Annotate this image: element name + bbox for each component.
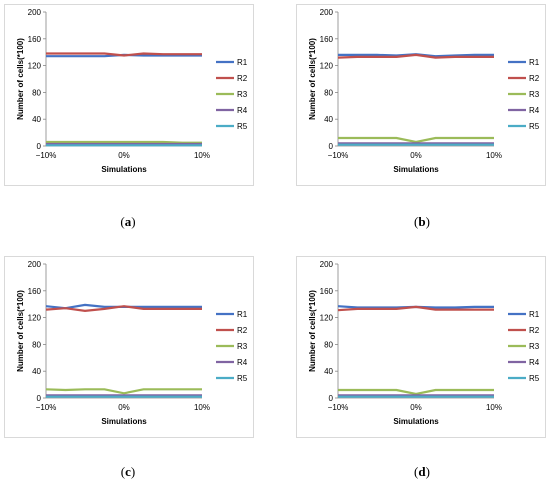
y-tick-label: 200: [28, 260, 42, 269]
legend-label-r2: R2: [237, 74, 248, 83]
chart-panel-a: 0 40 80 120 160 200 −10% 0% 10% Simulations Number…: [0, 0, 258, 190]
legend-label-r1: R1: [237, 58, 248, 67]
x-tick-label: 10%: [194, 151, 210, 160]
x-tick-label: 0%: [410, 151, 422, 160]
line-chart-b: 0 40 80 120 160 200 −10% 0% 10% Simulations Number…: [296, 4, 546, 186]
x-tick-label: 10%: [486, 151, 502, 160]
legend-label-r3: R3: [237, 342, 248, 351]
legend-label-r2: R2: [237, 326, 248, 335]
y-tick-label: 200: [320, 8, 334, 17]
caption-c: (c): [120, 464, 136, 479]
legend-label-r5: R5: [529, 374, 540, 383]
legend-label-r1: R1: [237, 310, 248, 319]
y-axis-title: Number of cells(*100): [308, 38, 317, 120]
y-tick-label: 80: [32, 88, 41, 97]
series-line-r3: [46, 140, 202, 144]
y-tick-label: 160: [28, 287, 42, 296]
y-axis-title: Number of cells(*100): [308, 290, 317, 372]
y-tick-label: 0: [37, 142, 42, 151]
chart-panel-c: 0 40 80 120 160 200 −10% 0% 10% Simulations Number…: [0, 252, 258, 442]
x-tick-label: 0%: [118, 151, 130, 160]
legend-label-r3: R3: [529, 90, 540, 99]
chart-panel-b: 0 40 80 120 160 200 −10% 0% 10% Simulations Number…: [292, 0, 550, 190]
y-tick-label: 80: [324, 88, 333, 97]
legend-label-r4: R4: [237, 106, 248, 115]
legend-label-r4: R4: [237, 358, 248, 367]
series-line-r3: [45, 388, 202, 395]
chart-panel-d: 0 40 80 120 160 200 −10% 0% 10% Simulations Number…: [292, 252, 550, 442]
x-tick-label: 10%: [486, 403, 502, 412]
legend-label-r2: R2: [529, 74, 540, 83]
y-tick-label: 0: [37, 394, 42, 403]
x-axis-title: Simulations: [393, 165, 439, 174]
series-line-r3: [338, 388, 494, 396]
y-tick-label: 80: [324, 340, 333, 349]
legend-label-r5: R5: [237, 374, 248, 383]
series-line-r2: [337, 305, 494, 312]
y-tick-label: 120: [320, 62, 334, 71]
series-line-r2: [46, 52, 202, 57]
caption-d: (d): [414, 464, 430, 479]
x-tick-label: −10%: [36, 403, 57, 412]
y-tick-label: 40: [32, 367, 41, 376]
y-tick-label: 160: [320, 287, 334, 296]
caption-a: (a): [120, 214, 136, 229]
y-tick-label: 0: [329, 394, 334, 403]
x-axis-title: Simulations: [101, 165, 147, 174]
legend-label-r3: R3: [529, 342, 540, 351]
y-tick-label: 80: [32, 340, 41, 349]
y-tick-label: 120: [320, 314, 334, 323]
x-tick-label: −10%: [36, 151, 57, 160]
legend-label-r5: R5: [529, 122, 540, 131]
series-line-r2: [337, 53, 494, 59]
y-tick-label: 200: [320, 260, 334, 269]
y-tick-label: 0: [329, 142, 334, 151]
x-tick-label: 0%: [118, 403, 130, 412]
x-tick-label: 0%: [410, 403, 422, 412]
caption-b: (b): [414, 214, 430, 229]
y-tick-label: 160: [28, 35, 42, 44]
y-tick-label: 40: [32, 115, 41, 124]
line-chart-a: 0 40 80 120 160 200 −10% 0% 10% Simulations Number…: [4, 4, 254, 186]
y-tick-label: 40: [324, 367, 333, 376]
x-tick-label: 10%: [194, 403, 210, 412]
series-line-r2: [45, 305, 202, 313]
y-axis-title: Number of cells(*100): [16, 38, 25, 120]
y-tick-label: 120: [28, 314, 42, 323]
x-tick-label: −10%: [328, 403, 349, 412]
y-tick-label: 120: [28, 62, 42, 71]
y-tick-label: 200: [28, 8, 42, 17]
x-axis-title: Simulations: [101, 417, 147, 426]
y-tick-label: 40: [324, 115, 333, 124]
y-tick-label: 160: [320, 35, 334, 44]
legend-label-r4: R4: [529, 106, 540, 115]
x-axis-title: Simulations: [393, 417, 439, 426]
x-tick-label: −10%: [328, 151, 349, 160]
legend-label-r1: R1: [529, 58, 540, 67]
series-line-r3: [338, 136, 494, 144]
legend-label-r1: R1: [529, 310, 540, 319]
legend-label-r5: R5: [237, 122, 248, 131]
line-chart-c: 0 40 80 120 160 200 −10% 0% 10% Simulations Number…: [4, 256, 254, 438]
legend-label-r2: R2: [529, 326, 540, 335]
y-axis-title: Number of cells(*100): [16, 290, 25, 372]
legend-label-r4: R4: [529, 358, 540, 367]
legend-label-r3: R3: [237, 90, 248, 99]
line-chart-d: 0 40 80 120 160 200 −10% 0% 10% Simulations Number…: [296, 256, 546, 438]
